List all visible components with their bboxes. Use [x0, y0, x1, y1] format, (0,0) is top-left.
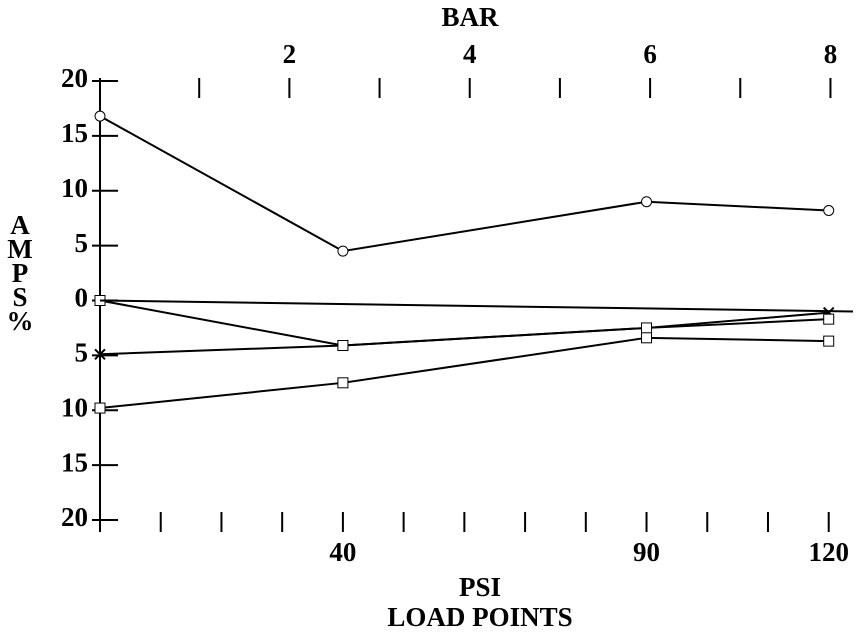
- point-marker: [337, 339, 349, 351]
- y-tick-label: 20: [61, 63, 88, 93]
- y-tick-label: 5: [75, 338, 89, 368]
- point-marker: [337, 377, 349, 389]
- x2-tick-label: 6: [643, 39, 657, 69]
- y-tick-label: 5: [75, 228, 89, 258]
- y-tick-label: 15: [61, 447, 88, 477]
- point-marker: [641, 322, 653, 334]
- point-marker: [823, 205, 835, 217]
- series-line: [99, 299, 829, 347]
- point-marker: [94, 110, 106, 122]
- x2-tick-label: 8: [824, 39, 838, 69]
- point-marker: [823, 335, 835, 347]
- y-axis-title: A M P S%: [7, 210, 34, 336]
- point-marker: [641, 196, 653, 208]
- point-marker: [94, 348, 106, 360]
- point-marker: [94, 402, 106, 414]
- point-marker: [823, 313, 835, 325]
- x2-tick-label: 4: [463, 39, 477, 69]
- y-tick-label: 10: [61, 173, 88, 203]
- point-marker: [641, 332, 653, 344]
- x2-tick-label: 2: [283, 39, 297, 69]
- y-tick-label: 0: [75, 283, 89, 313]
- series-line: [99, 336, 829, 410]
- x-tick-label: 120: [808, 537, 849, 567]
- series-line: [99, 311, 829, 356]
- y-tick-label: 15: [61, 118, 88, 148]
- x-axis-title: PSI: [459, 572, 501, 602]
- x-tick-label: 90: [633, 537, 660, 567]
- series-line: [99, 115, 829, 253]
- point-marker: [337, 245, 349, 257]
- x-axis-subtitle: LOAD POINTS: [387, 602, 572, 632]
- series-line: [99, 299, 854, 313]
- top-axis-title: BAR: [441, 2, 499, 32]
- x-tick-label: 40: [329, 537, 356, 567]
- y-tick-label: 10: [61, 392, 88, 422]
- y-tick-label: 20: [61, 502, 88, 532]
